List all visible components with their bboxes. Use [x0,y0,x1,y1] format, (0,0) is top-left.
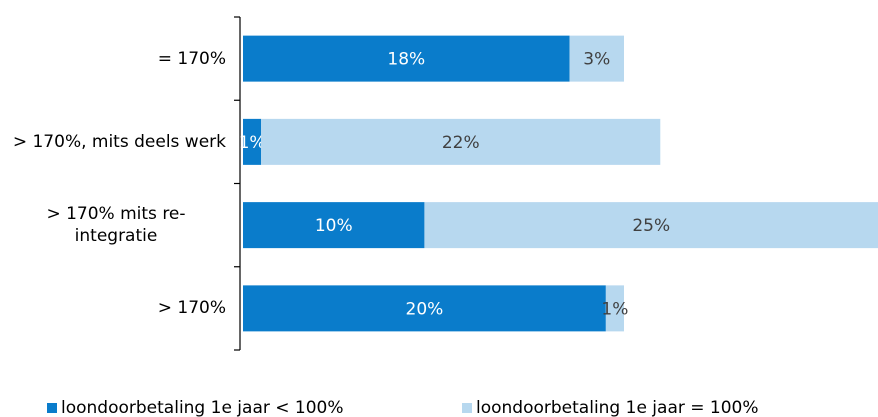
bar-segment [243,285,606,332]
bar-segment [569,35,624,82]
bar-segment [424,202,878,249]
bar-segment [605,285,624,332]
y-tick-label: = 170% [157,48,226,69]
data-label: 10% [315,216,353,236]
category-label-box: > 170% mits re-integratie [6,203,226,247]
category-label-box: > 170%, mits deels werk [6,131,226,153]
data-label: 1% [239,133,266,153]
y-tick-label: > 170%, mits deels werk [12,131,226,152]
bar-segment [261,118,661,165]
bar-segment [243,118,262,165]
data-label: 1% [601,299,628,319]
data-label: 20% [406,299,444,319]
y-tick-label: > 170% [157,298,226,319]
data-label: 18% [387,50,425,70]
data-label: 25% [632,216,670,236]
legend-label: loondoorbetaling 1e jaar = 100% [476,398,759,417]
legend-label: loondoorbetaling 1e jaar < 100% [61,398,344,417]
category-label-box: = 170% [6,48,226,70]
data-label: 22% [442,133,480,153]
bar-segment [243,202,425,249]
legend-swatch [462,403,472,413]
category-label-box: > 170% [6,297,226,319]
data-label: 3% [583,50,610,70]
y-tick-label: > 170% mits re-integratie [46,204,186,247]
bar-segment [243,35,570,82]
legend-swatch [47,403,57,413]
